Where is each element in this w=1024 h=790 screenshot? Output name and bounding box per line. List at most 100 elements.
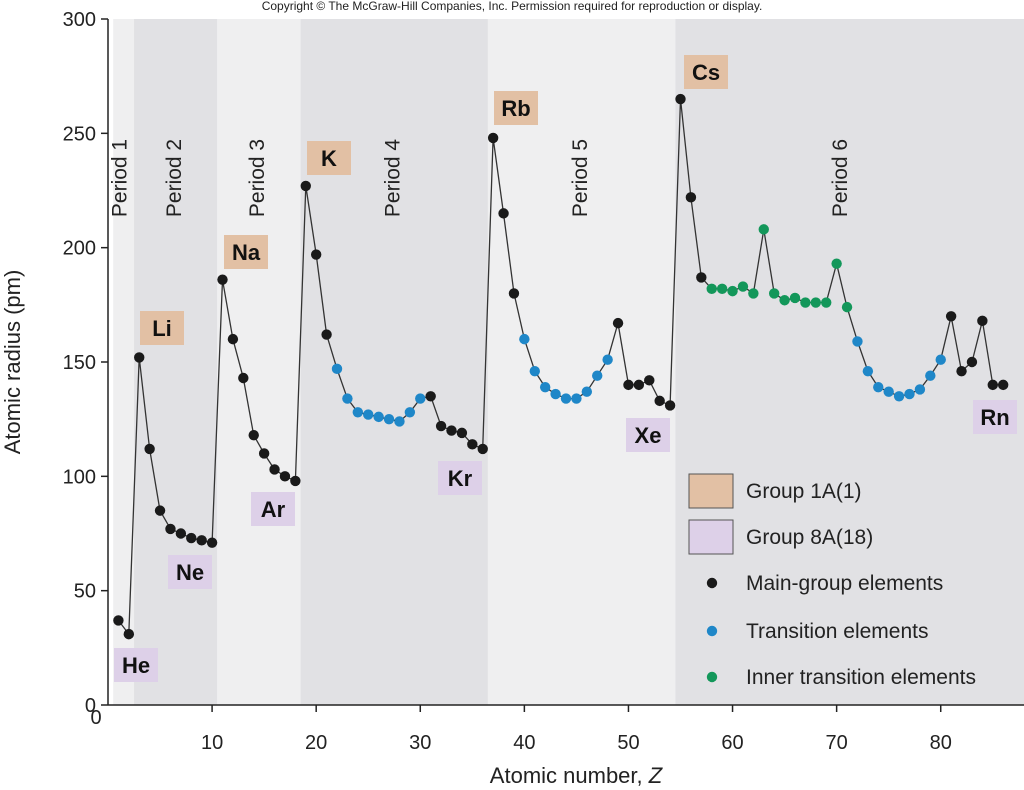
element-label-box-he: [114, 648, 158, 682]
data-point-z47: [592, 370, 603, 381]
data-point-z23: [342, 393, 353, 404]
data-point-z10: [206, 537, 218, 548]
data-point-z56: [685, 192, 697, 203]
data-point-z54: [664, 400, 676, 411]
legend-group-8a-18-swatch: [688, 519, 734, 555]
data-point-z33: [446, 425, 457, 436]
data-point-z58: [706, 283, 717, 295]
data-point-z37: [487, 132, 499, 144]
element-label-na: Na: [232, 240, 261, 265]
data-point-z24: [352, 407, 364, 418]
data-point-z29: [404, 407, 416, 418]
y-tick-label: 150: [63, 352, 96, 374]
data-point-z60: [727, 285, 738, 297]
data-point-z79: [925, 370, 936, 381]
data-point-z72: [852, 336, 863, 347]
element-label-box-cs: [684, 55, 728, 89]
data-point-z59: [716, 283, 728, 295]
x-tick-label: 20: [305, 732, 327, 754]
element-label-box-xe: [626, 418, 670, 452]
data-point-z82: [956, 365, 967, 377]
element-label-rn: Rn: [980, 405, 1009, 430]
legend-main-group-elements-label: Main-group elements: [746, 572, 943, 595]
period-shade-6: [675, 19, 1024, 705]
element-label-rb: Rb: [501, 96, 530, 121]
x-tick-label: 50: [617, 732, 639, 754]
data-point-z5: [154, 505, 166, 516]
legend-transition-elements-label: Transition elements: [746, 620, 928, 643]
data-point-z64: [768, 288, 780, 299]
data-point-z73: [862, 365, 874, 377]
data-point-z11: [217, 274, 228, 285]
y-tick-label: 100: [63, 466, 96, 488]
data-point-z19: [300, 180, 311, 192]
x-tick-label: 10: [201, 732, 223, 754]
data-point-z41: [529, 365, 540, 377]
data-point-z40: [519, 333, 530, 345]
legend-group-1a-1-label: Group 1A(1): [746, 480, 862, 503]
data-point-z21: [321, 329, 332, 340]
period-label-1: Period 1: [109, 139, 132, 217]
x-tick-label: 80: [930, 732, 952, 754]
data-point-z85: [987, 379, 998, 391]
data-point-z35: [467, 439, 478, 450]
data-point-z34: [456, 427, 468, 439]
data-point-z76: [893, 391, 905, 402]
y-tick-label: 300: [63, 9, 96, 31]
period-shade-2: [134, 19, 218, 705]
element-label-box-li: [140, 311, 184, 345]
data-point-z32: [435, 420, 447, 432]
element-label-kr: Kr: [448, 466, 473, 491]
data-point-z74: [873, 381, 884, 393]
data-point-z46: [581, 386, 593, 397]
x-tick-label: 70: [826, 732, 848, 754]
data-point-z25: [363, 409, 374, 420]
data-point-z51: [633, 379, 645, 391]
legend-transition-elements-marker: [706, 625, 718, 637]
data-point-z3: [134, 352, 145, 363]
data-point-z7: [175, 528, 187, 539]
data-point-z55: [675, 93, 686, 105]
data-point-z45: [571, 393, 582, 404]
element-label-box-rn: [973, 400, 1017, 434]
data-point-z39: [508, 288, 520, 299]
data-point-z12: [227, 333, 239, 345]
data-point-z13: [238, 372, 249, 384]
data-point-z61: [737, 281, 749, 292]
element-label-ne: Ne: [176, 560, 204, 585]
data-point-z77: [904, 388, 915, 400]
data-point-z78: [914, 384, 926, 395]
data-point-z53: [654, 395, 665, 407]
element-label-box-rb: [494, 91, 538, 125]
element-label-he: He: [122, 653, 150, 678]
period-shade-1: [113, 19, 135, 705]
x-tick-label: 60: [721, 732, 743, 754]
legend-main-group-elements-marker: [706, 577, 718, 589]
data-point-z42: [539, 381, 551, 393]
period-shade-4: [300, 19, 488, 705]
y-tick-label: 0: [85, 695, 96, 717]
data-point-z17: [279, 471, 291, 482]
data-point-z84: [977, 315, 988, 327]
x-tick-label: 0: [90, 707, 101, 729]
element-label-box-kr: [438, 461, 482, 495]
data-point-z66: [789, 292, 801, 304]
element-label-cs: Cs: [692, 60, 720, 85]
period-label-3: Period 3: [246, 139, 269, 217]
data-point-z1: [113, 615, 124, 626]
data-point-z31: [425, 391, 436, 402]
x-tick-label: 40: [513, 732, 535, 754]
copyright-notice: Copyright © The McGraw-Hill Companies, I…: [261, 0, 763, 13]
period-label-6: Period 6: [829, 139, 852, 217]
data-point-z9: [196, 535, 207, 546]
period-label-5: Period 5: [569, 139, 592, 217]
data-point-z4: [144, 443, 155, 455]
data-point-z65: [779, 295, 790, 306]
data-point-z26: [373, 411, 384, 423]
data-point-z75: [883, 386, 894, 397]
data-point-z43: [550, 388, 561, 400]
data-point-z81: [945, 311, 957, 322]
data-point-z48: [602, 354, 613, 365]
data-point-z57: [696, 272, 707, 283]
element-label-box-k: [307, 141, 351, 175]
